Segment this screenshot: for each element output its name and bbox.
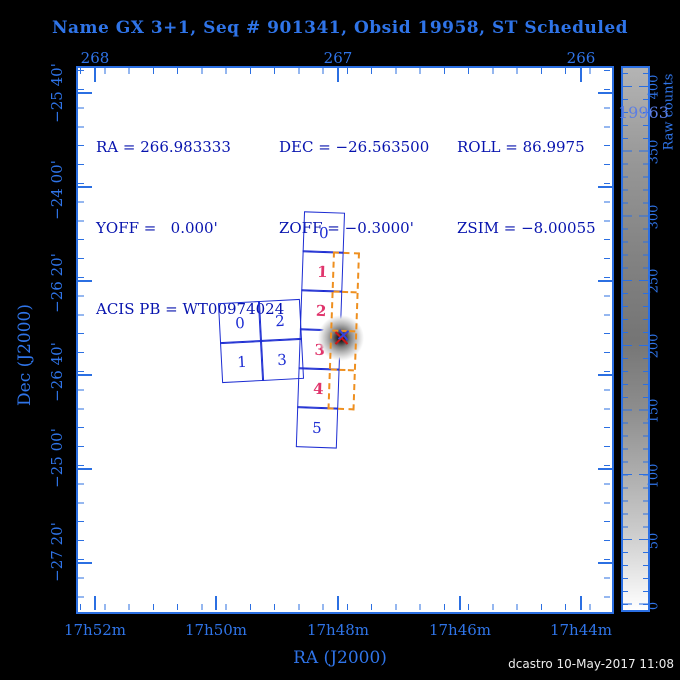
left-major-tick <box>78 468 92 470</box>
cbar-tick-200: 200 <box>646 333 662 359</box>
left-tick-1: −25 40' <box>48 63 66 123</box>
colorbar-major-ticks <box>623 86 632 628</box>
bottom-major-tick <box>337 596 339 610</box>
right-major-tick <box>598 562 612 564</box>
acis-i-chip: 1 <box>220 340 264 383</box>
bottom-major-tick <box>215 596 217 610</box>
left-major-tick <box>78 374 92 376</box>
info-zoff: ZOFF = −0.3000' <box>279 219 414 237</box>
cbar-tick-250: 250 <box>646 268 662 294</box>
right-major-tick <box>598 468 612 470</box>
colorbar-major-ticks <box>639 86 648 628</box>
cbar-tick-150: 150 <box>646 398 662 424</box>
info-yoff: YOFF = 0.000' <box>96 219 218 237</box>
bottom-tick-2: 17h50m <box>184 621 248 639</box>
top-tick-267: 267 <box>323 49 353 67</box>
overlap-fov-segment <box>332 292 357 333</box>
left-tick-6: −27 20' <box>48 522 66 582</box>
info-zsim: ZSIM = −8.00055 <box>457 219 596 237</box>
plot-title: Name GX 3+1, Seq # 901341, Obsid 19958, … <box>51 18 629 38</box>
bottom-tick-4: 17h46m <box>428 621 492 639</box>
left-tick-3: −26 20' <box>48 253 66 313</box>
acis-i-chip: 3 <box>260 338 304 381</box>
left-tick-5: −25 00' <box>48 428 66 488</box>
bottom-major-tick <box>94 596 96 610</box>
acis-i-array: 0 2 1 3 <box>218 299 304 383</box>
creation-stamp: dcastro 10-May-2017 11:08 <box>508 657 674 671</box>
top-major-tick <box>580 68 582 82</box>
colorbar <box>621 66 650 628</box>
info-acis-pb: ACIS PB = WT00974024 <box>96 300 285 318</box>
info-roll: ROLL = 86.9975 <box>457 138 585 156</box>
overlap-fov-outline <box>327 251 360 411</box>
left-major-tick <box>78 562 92 564</box>
bottom-tick-5: 17h44m <box>549 621 613 639</box>
acis-i-chip: 2 <box>258 299 302 342</box>
overlap-fov-segment <box>333 253 358 294</box>
acis-s-chip: 5 <box>295 406 339 449</box>
bottom-major-tick <box>459 596 461 610</box>
cbar-tick-350: 350 <box>646 139 662 165</box>
cbar-tick-50: 50 <box>646 532 662 550</box>
acis-i-chip: 0 <box>218 301 262 344</box>
right-major-tick <box>598 186 612 188</box>
bottom-tick-3: 17h48m <box>306 621 370 639</box>
cbar-tick-400: 400 <box>646 74 662 100</box>
right-major-tick <box>598 280 612 282</box>
cbar-tick-100: 100 <box>646 463 662 489</box>
y-axis-title: Dec (J2000) <box>15 304 35 406</box>
overlap-obsid-label: 19963 <box>618 103 669 122</box>
left-tick-2: −24 00' <box>48 160 66 220</box>
overlap-fov-segment <box>330 371 354 409</box>
cbar-tick-300: 300 <box>646 204 662 230</box>
info-ra: RA = 266.983333 <box>96 138 231 156</box>
right-major-tick <box>598 374 612 376</box>
x-axis-title: RA (J2000) <box>293 648 387 668</box>
left-major-tick <box>78 186 92 188</box>
top-tick-268: 268 <box>80 49 110 67</box>
info-dec: DEC = −26.563500 <box>279 138 430 156</box>
cbar-tick-0: 0 <box>646 601 662 611</box>
acis-s-chip: 0 <box>302 211 346 254</box>
left-major-tick <box>78 92 92 94</box>
top-tick-266: 266 <box>566 49 596 67</box>
top-major-tick <box>337 68 339 82</box>
left-major-tick <box>78 280 92 282</box>
bottom-tick-1: 17h52m <box>63 621 127 639</box>
right-major-tick <box>598 92 612 94</box>
bottom-major-tick <box>580 596 582 610</box>
top-major-tick <box>94 68 96 82</box>
observation-info: RA = 266.983333 DEC = −26.563500 ROLL = … <box>96 80 612 377</box>
left-tick-4: −26 40' <box>48 342 66 402</box>
